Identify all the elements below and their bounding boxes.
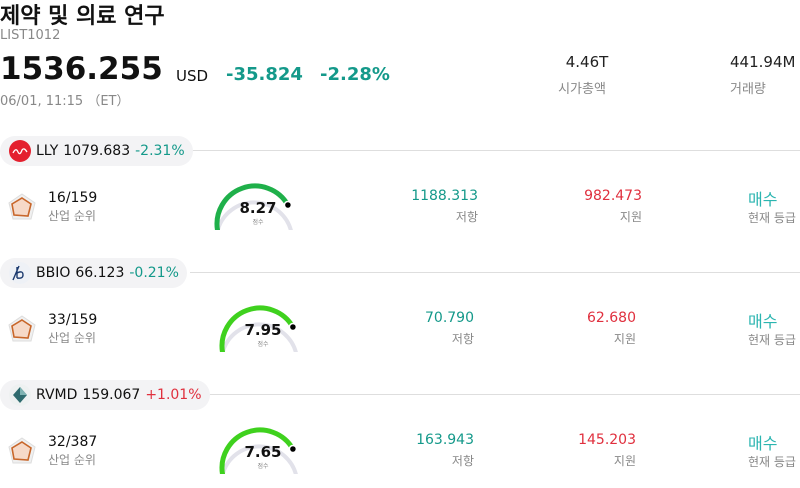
score-gauge (214, 183, 293, 230)
logo-mark (12, 148, 28, 155)
rank-icon-fg (11, 197, 32, 217)
rating: 매수 (748, 312, 778, 331)
rank-label: 산업 순위 (48, 453, 96, 467)
rating: 매수 (748, 434, 778, 453)
rating-label: 현재 등급 (748, 211, 796, 225)
divider (190, 394, 800, 395)
rank-label: 산업 순위 (48, 331, 96, 345)
score-label: 점수 (252, 219, 264, 226)
resistance-label: 저항 (451, 454, 474, 468)
score-gauge (219, 427, 298, 474)
support: 982.473 (584, 188, 642, 204)
ticker: RVMD (36, 387, 78, 403)
support-label: 지원 (613, 454, 636, 468)
volume: 441.94M (730, 53, 796, 71)
rank: 33/159 (48, 312, 98, 328)
score: 7.95 (244, 321, 282, 339)
score-gauge (219, 305, 298, 352)
ticker-change: -2.31% (135, 143, 185, 159)
score: 7.65 (244, 443, 282, 461)
stock-logo (9, 140, 31, 162)
gauge-fill (219, 427, 296, 474)
stock-pill[interactable]: BBIO 66.123 -0.21% (0, 258, 187, 288)
ticker: LLY (36, 143, 59, 159)
ticker-change: -0.21% (129, 265, 179, 281)
gauge-fill (219, 305, 296, 352)
support-label: 지원 (619, 210, 642, 224)
title: 제약 및 의료 연구 (0, 4, 165, 29)
rank-icon (8, 315, 36, 342)
ticker-price: 66.123 (75, 265, 125, 281)
market-cap: 4.46T (565, 53, 609, 71)
ticker: BBIO (36, 265, 71, 281)
change: -35.824 (226, 64, 303, 85)
volume-label: 거래량 (730, 82, 766, 97)
resistance: 70.790 (425, 310, 474, 326)
support: 145.203 (578, 432, 636, 448)
ticker-change: +1.01% (145, 387, 202, 403)
resistance-label: 저항 (451, 332, 474, 346)
code: LIST1012 (0, 28, 61, 43)
rank-label: 산업 순위 (48, 209, 96, 223)
stock-pill[interactable]: RVMD 159.067 +1.01% (0, 380, 210, 410)
resistance-label: 저항 (455, 210, 478, 224)
rank-icon (8, 437, 36, 464)
divider (190, 272, 800, 273)
rank-icon (8, 193, 36, 220)
rank-icon-fg (11, 319, 32, 339)
logo-mark (12, 265, 24, 281)
divider (190, 150, 800, 151)
stock-logo (9, 262, 31, 284)
gauge-dot (283, 200, 293, 210)
support-label: 지원 (613, 332, 636, 346)
logo (9, 262, 31, 284)
ticker-price: 1079.683 (63, 143, 131, 159)
rating-label: 현재 등급 (748, 333, 796, 347)
score-label: 점수 (257, 463, 269, 470)
score-label: 점수 (257, 341, 269, 348)
datetime: 06/01, 11:15 （ET） (0, 94, 130, 109)
currency: USD (176, 67, 209, 85)
resistance: 163.943 (416, 432, 474, 448)
stock-row: RVMD 159.067 +1.01% 32/387 산업 순위 7.65 점수 163.94… (0, 380, 800, 488)
logo (9, 140, 31, 162)
logo-mark (20, 387, 27, 395)
stock-logo (9, 384, 31, 406)
gauge-track (220, 444, 298, 474)
price: 1536.255 (0, 51, 163, 87)
market-cap-label: 시가총액 (558, 82, 606, 97)
gauge-dot (288, 322, 298, 332)
rank-icon-fg (11, 441, 32, 461)
gauge-fill (214, 183, 291, 230)
gauge-dot (288, 444, 298, 454)
resistance: 1188.313 (411, 188, 478, 204)
gauge-track (215, 200, 293, 230)
stock-row: BBIO 66.123 -0.21% 33/159 산업 순위 7.95 점수 70.790 저… (0, 258, 800, 381)
rank: 32/387 (48, 434, 98, 450)
ticker-price: 159.067 (82, 387, 141, 403)
stock-row: LLY 1079.683 -2.31% 16/159 산업 순위 8.27 점수 1188.3… (0, 136, 800, 259)
gauge-track (220, 322, 298, 352)
rating-label: 현재 등급 (748, 455, 796, 469)
score: 8.27 (239, 199, 277, 217)
change-pct: -2.28% (320, 64, 390, 85)
support: 62.680 (587, 310, 636, 326)
stock-pill[interactable]: LLY 1079.683 -2.31% (0, 136, 193, 166)
rating: 매수 (748, 190, 778, 209)
rank: 16/159 (48, 190, 98, 206)
